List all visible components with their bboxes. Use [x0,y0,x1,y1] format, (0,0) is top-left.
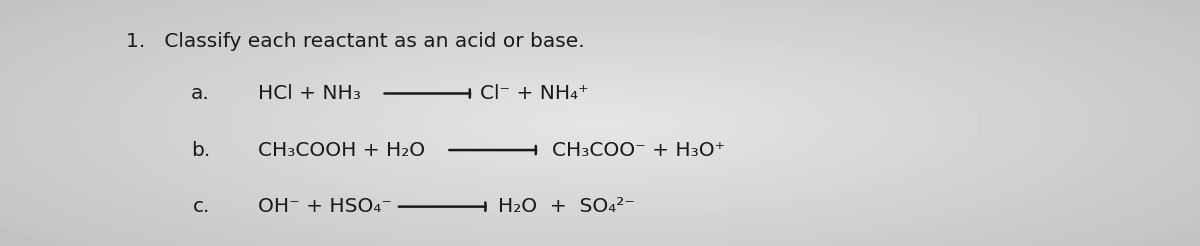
Text: OH⁻ + HSO₄⁻: OH⁻ + HSO₄⁻ [258,197,392,216]
Text: c.: c. [193,197,210,216]
Text: CH₃COO⁻ + H₃O⁺: CH₃COO⁻ + H₃O⁺ [552,140,725,160]
Text: 1.   Classify each reactant as an acid or base.: 1. Classify each reactant as an acid or … [126,32,584,51]
Text: CH₃COOH + H₂O: CH₃COOH + H₂O [258,140,425,160]
Text: H₂O  +  SO₄²⁻: H₂O + SO₄²⁻ [498,197,635,216]
Text: b.: b. [191,140,210,160]
Text: HCl + NH₃: HCl + NH₃ [258,84,361,103]
Text: a.: a. [191,84,210,103]
Text: Cl⁻ + NH₄⁺: Cl⁻ + NH₄⁺ [480,84,589,103]
